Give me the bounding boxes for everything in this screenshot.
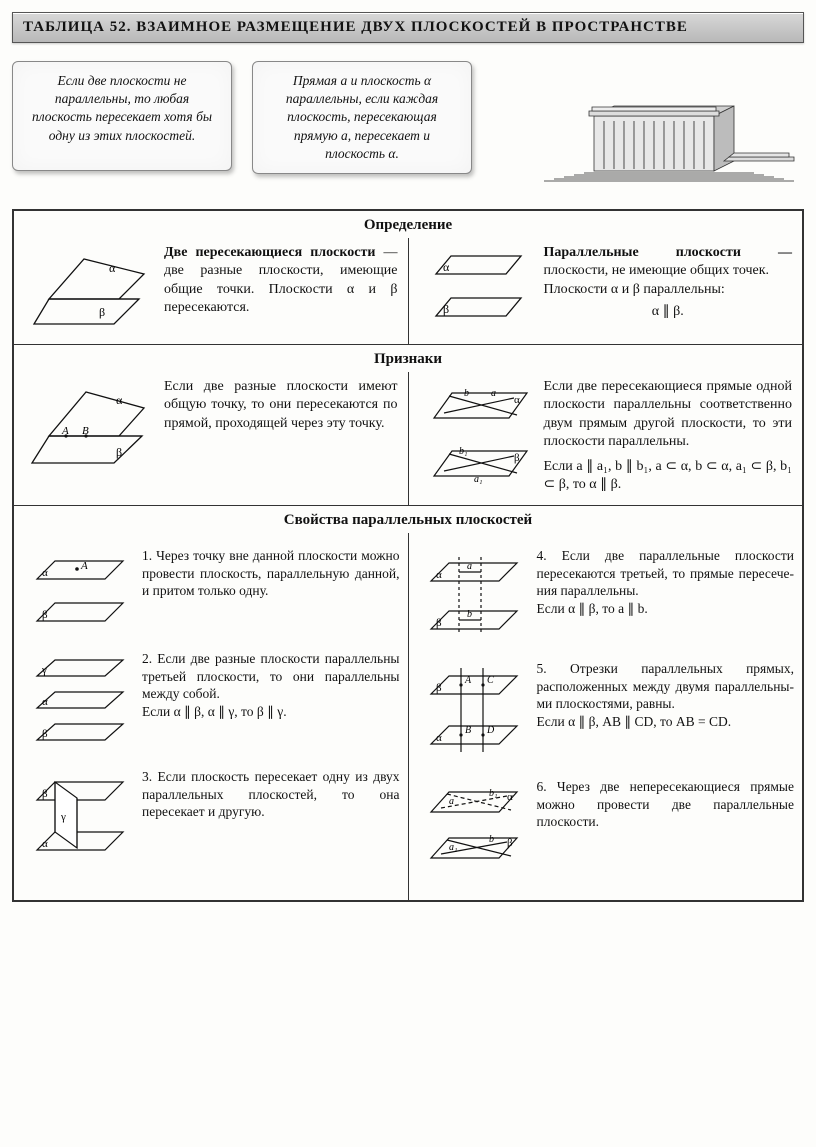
prop-6: α β a b₁ a₁ b 6. Через две непересекаю­щ… (417, 778, 795, 868)
label-beta: β (42, 728, 48, 740)
label-beta: β (99, 305, 105, 319)
label-beta: β (514, 452, 520, 464)
label-a: a (449, 796, 454, 807)
label-beta: β (443, 302, 449, 316)
label-a1: a₁ (449, 842, 457, 853)
def-right-text: Параллельные плоскости — плоскости, не и… (544, 244, 793, 334)
fig-sign-left: α β A B (24, 378, 154, 495)
note-left: Если две плоскости не параллельны, то лю… (12, 61, 232, 171)
label-a1: a₁ (474, 474, 482, 485)
fig-prop-1: A α β (22, 547, 132, 632)
main-content-frame: Определение α β Две пересекающиеся пло­с… (12, 209, 804, 902)
sign-left-text: Если две разные плоскости имеют общую то… (164, 378, 398, 495)
top-notes-row: Если две плоскости не параллельны, то лю… (12, 61, 804, 191)
label-B: B (465, 725, 471, 736)
prop-1-text: 1. Через точку вне данной плоскости можн… (142, 547, 400, 632)
prop-4-text: 4. Если две параллельные плоскости перес… (537, 547, 795, 642)
fig-prop-5: β α A C B D (417, 660, 527, 760)
label-b: b (467, 609, 472, 620)
label-gamma: γ (41, 664, 47, 676)
label-beta: β (42, 609, 48, 621)
label-alpha: α (42, 567, 48, 579)
def-left-cell: α β Две пересекающиеся пло­скости — две … (14, 238, 408, 344)
label-alpha: α (436, 732, 442, 744)
label-C: C (487, 675, 494, 686)
label-beta: β (116, 445, 122, 459)
label-b1: b₁ (459, 446, 467, 457)
label-a: a (467, 561, 472, 572)
label-alpha: α (42, 696, 48, 708)
label-alpha: α (436, 569, 442, 581)
prop-3-text: 3. Если плоскость пересе­кает одну из дв… (142, 768, 400, 863)
label-D: D (486, 725, 495, 736)
def-right-cell: α β Параллельные плоскости — плоскости, … (408, 238, 803, 344)
prop-4: α β a b 4. Если две параллельные плоскос… (417, 547, 795, 642)
fig-intersecting-planes: α β (24, 244, 154, 334)
label-alpha: α (514, 394, 520, 406)
fig-sign-right: α β b a b₁ a₁ (419, 378, 534, 495)
label-beta: β (42, 788, 48, 800)
fig-prop-3: β α γ (22, 768, 132, 863)
props-col-left: A α β 1. Через точку вне данной плоскост… (14, 533, 408, 900)
label-beta: β (436, 682, 442, 694)
label-alpha: α (109, 261, 116, 275)
prop-5-text: 5. Отрезки параллельных прямых, располож… (537, 660, 795, 760)
label-A: A (464, 675, 472, 686)
label-b1: b₁ (489, 788, 497, 799)
sign-left-cell: α β A B Если две разные плоскости имеют … (14, 372, 408, 505)
prop-2-text: 2. Если две разные плоскости параллельны… (142, 650, 400, 750)
label-gamma: γ (60, 811, 66, 823)
label-beta: β (507, 837, 513, 849)
fig-parallel-planes: α β (419, 244, 534, 334)
label-alpha: α (42, 838, 48, 850)
prop-2: γ α β 2. Если две разные плоскости парал… (22, 650, 400, 750)
fig-prop-6: α β a b₁ a₁ b (417, 778, 527, 868)
note-right: Прямая a и плоскость α параллельны, если… (252, 61, 472, 174)
sign-right-cell: α β b a b₁ a₁ Если две пересекающиеся пр… (408, 372, 803, 505)
fig-prop-2: γ α β (22, 650, 132, 750)
fig-prop-4: α β a b (417, 547, 527, 642)
prop-6-text: 6. Через две непересекаю­щиеся прямые мо… (537, 778, 795, 868)
label-alpha: α (507, 791, 513, 803)
label-a: a (491, 388, 496, 399)
props-col-right: α β a b 4. Если две параллельные плоскос… (408, 533, 803, 900)
label-alpha: α (443, 260, 450, 274)
header-illustration (492, 61, 804, 191)
prop-3: β α γ 3. Если плоскость пересе­кает одну… (22, 768, 400, 863)
section-head-signs: Признаки (14, 344, 802, 372)
label-b: b (464, 388, 469, 399)
section-head-props: Свойства параллельных плоскостей (14, 505, 802, 533)
prop-1: A α β 1. Через точку вне данной плоскост… (22, 547, 400, 632)
label-beta: β (436, 617, 442, 629)
section-head-definition: Определение (14, 211, 802, 238)
label-alpha: α (116, 393, 123, 407)
page-title: ТАБЛИЦА 52. ВЗАИМНОЕ РАЗМЕЩЕНИЕ ДВУХ ПЛО… (12, 12, 804, 43)
sign-right-text: Если две пересекающиеся прямые одной пло… (544, 378, 793, 495)
label-A: A (80, 560, 88, 572)
def-left-text: Две пересекающиеся пло­скости — две разн… (164, 244, 398, 334)
prop-5: β α A C B D 5. Отрезки параллельных прям… (417, 660, 795, 760)
label-b: b (489, 834, 494, 845)
